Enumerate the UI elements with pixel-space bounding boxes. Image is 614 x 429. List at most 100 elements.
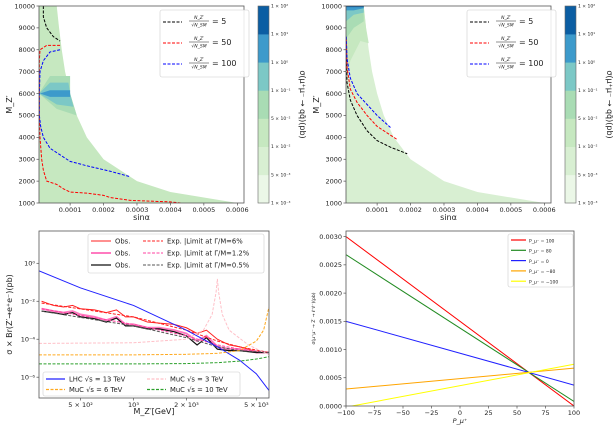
colorbar-segment — [258, 62, 269, 91]
axes-frame — [38, 230, 270, 399]
x-axis-label: sinα — [440, 213, 457, 222]
y-tick-label: 0.0020 — [319, 289, 342, 297]
legend-label: LHC √s = 13 TeV — [69, 376, 126, 384]
y-axis-label: σ × Br(Z′→e⁺e⁻)(pb) — [5, 274, 14, 355]
contour-panel-top-left: 0.0001 0.0002 0.0003 0.0004 0.0005 0.0006 1000… — [5, 2, 307, 222]
x-tick-label: 0.0004 — [159, 206, 182, 214]
x-tick-label: 0.0002 — [92, 206, 115, 214]
series-line — [41, 300, 269, 353]
series-line — [39, 278, 269, 356]
x-tick-label: 0.0005 — [192, 206, 215, 214]
colorbar-tick-label: 1 × 10² — [578, 4, 595, 10]
series-line — [346, 236, 574, 406]
y-tick-label: 8000 — [18, 46, 35, 54]
y-tick-label: 6000 — [325, 90, 342, 98]
axes-frame — [345, 5, 552, 204]
colorbar-tick-label: 5 × 10⁻³ — [578, 172, 598, 178]
x-tick-label: 0.0006 — [226, 206, 249, 214]
colorbar-tick-label: 1 × 10¹ — [578, 32, 595, 38]
y-tick-label: 2000 — [325, 177, 342, 185]
y-axis-label: σ(μ⁺μ⁻ → Z′ → ℓ⁺ℓ⁻)(pb) — [311, 292, 317, 344]
colorbar-segment — [565, 118, 576, 148]
legend-label: P_μ⁻ = 0 — [529, 259, 549, 265]
x-axis-label: P_μ⁺ — [453, 417, 468, 425]
x-tick-label: 75 — [541, 409, 549, 417]
colorbar-segment — [565, 6, 576, 35]
x-tick-label: 0.0003 — [126, 206, 149, 214]
y-tick-label: 0.0025 — [319, 261, 342, 269]
colorbar-segment — [258, 146, 269, 176]
contour-panel-top-right: 0.0001 0.0002 0.0003 0.0004 0.0005 0.0006 1000… — [312, 2, 614, 222]
x-tick-label: 0.0001 — [366, 206, 389, 214]
y-tick-label: 10000 — [14, 2, 35, 10]
x-tick-label: 0.0003 — [433, 206, 456, 214]
legend-numerator: N_Z′ — [501, 36, 511, 42]
legend-value: = 50 — [519, 38, 538, 47]
colorbar-segment — [258, 34, 269, 63]
colorbar-segment — [565, 90, 576, 119]
contour-fill — [346, 6, 545, 203]
axes-frame — [345, 230, 575, 407]
legend-numerator: N_Z′ — [194, 15, 204, 21]
y-tick-label: 10000 — [321, 2, 342, 10]
y-tick-label: 7000 — [18, 68, 35, 76]
colorbar-segment — [565, 146, 576, 176]
y-tick-label: 0.0010 — [319, 346, 342, 354]
legend-label: Exp. |Limit at Γ/M=1.2% — [167, 250, 250, 258]
y-tick-label: 5000 — [18, 112, 35, 120]
y-tick-label: 0.0000 — [319, 402, 342, 410]
y-tick-label: 1000 — [18, 199, 35, 207]
colorbar-tick-label: 1 × 10⁻² — [578, 144, 598, 150]
contour-line — [346, 36, 391, 128]
colorbar-tick-label: 1 × 10⁰ — [578, 60, 595, 66]
legend-numerator: N_Z′ — [194, 57, 204, 63]
limits-panel: 5 × 10² 10³ 2 × 10³ 5 × 10³ 10⁰ 10⁻² 10⁻⁴ 10⁻⁶ M… — [5, 230, 270, 416]
legend-label: P_μ⁻ = −100 — [529, 280, 558, 286]
series-line — [346, 320, 574, 386]
legend-label: MuC √s = 3 TeV — [170, 376, 224, 384]
legend-label: Obs. — [115, 238, 130, 246]
legend-label: MuC √s = 6 TeV — [69, 386, 123, 394]
legend-box — [159, 9, 250, 78]
series-line — [41, 310, 269, 353]
series-line — [349, 363, 574, 406]
legend-value: = 100 — [519, 59, 544, 68]
y-tick-label: 4000 — [18, 134, 35, 142]
y-tick-label: 0.0005 — [319, 374, 342, 382]
y-tick-label: 7000 — [325, 68, 342, 76]
y-tick-label: 2000 — [18, 177, 35, 185]
y-tick-label: 4000 — [325, 134, 342, 142]
series-line — [346, 254, 574, 402]
legend-numerator: N_Z′ — [194, 36, 204, 42]
y-tick-label: 3000 — [18, 156, 35, 164]
colorbar-segment — [258, 118, 269, 148]
y-tick-label: 10⁻⁴ — [21, 336, 36, 344]
x-tick-label: 10³ — [128, 401, 139, 409]
x-tick-label: 0 — [458, 409, 462, 417]
legend-box — [507, 233, 574, 288]
legend-box — [87, 233, 265, 274]
colorbar-frame — [564, 5, 577, 204]
x-tick-label: −50 — [396, 409, 410, 417]
legend-box — [466, 9, 557, 78]
contour-region — [346, 6, 545, 203]
x-tick-label: 2 × 10³ — [174, 401, 199, 409]
legend-label: Obs. — [115, 262, 130, 270]
y-tick-label: 3000 — [325, 156, 342, 164]
colorbar-tick-label: 1 × 10⁻¹ — [271, 88, 291, 94]
legend-label: MuC √s = 10 TeV — [170, 386, 228, 394]
x-tick-label: 100 — [568, 409, 580, 417]
y-tick-label: 9000 — [325, 24, 342, 32]
legend-denominator: √N_SM — [498, 65, 513, 71]
x-tick-label: 5 × 10² — [68, 401, 93, 409]
x-tick-label: 50 — [513, 409, 521, 417]
colorbar-segment — [565, 34, 576, 63]
y-tick-label: 5000 — [325, 112, 342, 120]
y-tick-label: 1000 — [325, 199, 342, 207]
x-tick-label: 0.0001 — [59, 206, 82, 214]
x-tick-label: 0.0006 — [533, 206, 556, 214]
legend-value: = 50 — [212, 38, 231, 47]
x-axis-label: sinα — [133, 213, 150, 222]
contour-line — [346, 38, 398, 140]
series-line — [41, 308, 269, 353]
